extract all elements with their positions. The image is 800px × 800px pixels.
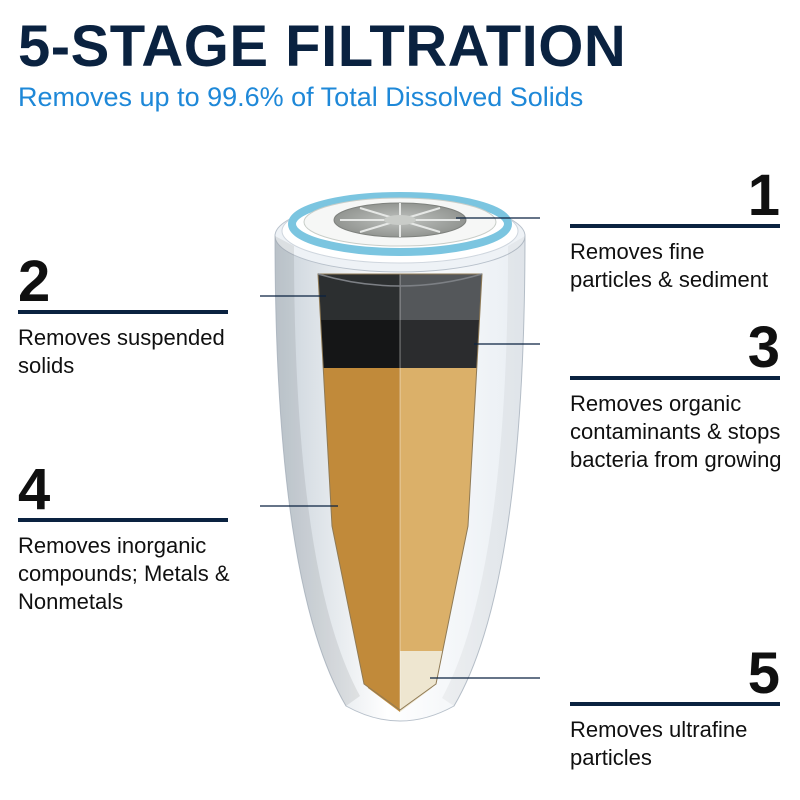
page-subtitle: Removes up to 99.6% of Total Dissolved S…	[18, 82, 782, 113]
page-title: 5-STAGE FILTRATION	[18, 18, 782, 76]
stage-2-number: 2	[18, 256, 228, 314]
stage-1-desc: Removes fine particles & sediment	[570, 238, 785, 294]
stage-4-number: 4	[18, 464, 228, 522]
stage-3-desc: Removes organic contaminants & stops bac…	[570, 390, 785, 474]
stage-5-number: 5	[570, 648, 780, 706]
stage-1-number: 1	[570, 170, 780, 228]
stage-5-desc: Removes ultrafine particles	[570, 716, 785, 772]
filter-illustration	[260, 176, 540, 736]
stage-2-desc: Removes suspended solids	[18, 324, 233, 380]
stage-3-number: 3	[570, 322, 780, 380]
stage-4-desc: Removes inorganic compounds; Metals & No…	[18, 532, 233, 616]
